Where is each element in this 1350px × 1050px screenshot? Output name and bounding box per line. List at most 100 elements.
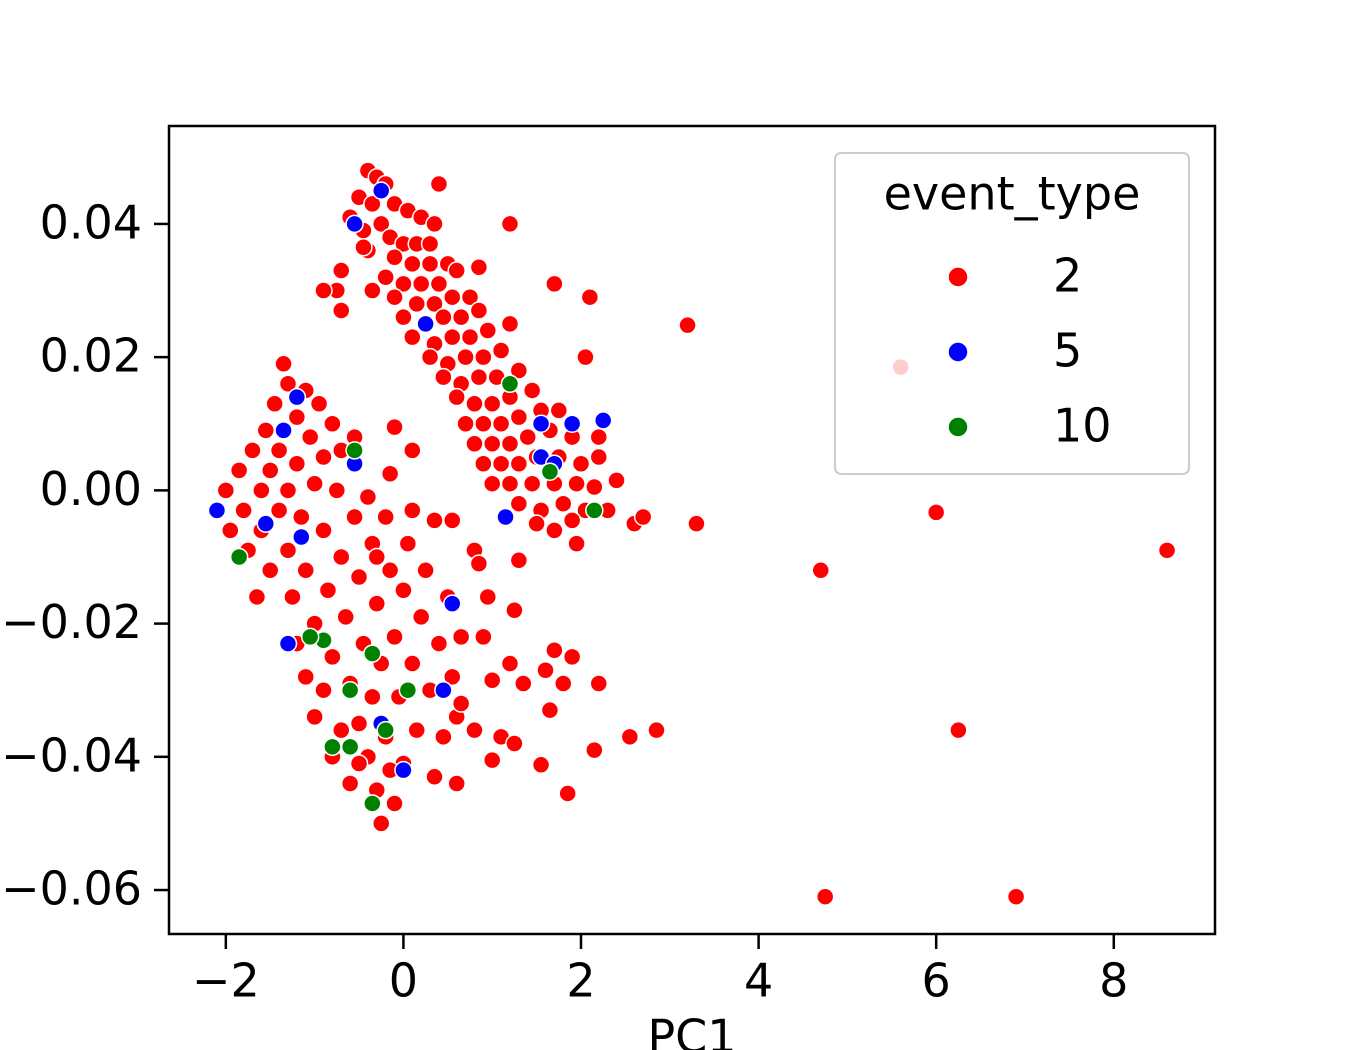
plot-area: [207, 161, 1177, 906]
point: [323, 414, 342, 434]
y-tick-label: −0.04: [1, 728, 142, 782]
point: [443, 511, 462, 530]
point: [314, 680, 333, 700]
legend-marker: [947, 341, 969, 363]
point: [434, 367, 453, 387]
point: [585, 740, 604, 760]
point: [926, 503, 946, 522]
point: [376, 267, 395, 287]
point: [229, 547, 249, 567]
legend-title: event_type: [884, 167, 1141, 221]
point: [465, 434, 484, 453]
point: [403, 501, 422, 520]
point: [269, 501, 289, 520]
point: [585, 501, 604, 520]
point: [514, 674, 533, 693]
point: [500, 434, 520, 453]
point: [540, 462, 560, 481]
point: [815, 887, 835, 906]
point: [531, 414, 551, 434]
point: [522, 474, 542, 493]
point: [482, 474, 502, 493]
point: [447, 774, 466, 793]
point: [420, 254, 440, 274]
point: [278, 374, 298, 394]
point: [567, 474, 586, 493]
point: [567, 534, 586, 553]
point: [274, 421, 293, 440]
point: [363, 281, 382, 300]
point: [292, 507, 311, 527]
point: [363, 644, 382, 663]
point: [425, 214, 444, 234]
point: [314, 281, 333, 300]
point: [545, 521, 564, 540]
x-tick-label: 4: [744, 954, 773, 1008]
point: [371, 181, 391, 200]
point: [278, 541, 298, 560]
point: [296, 667, 315, 687]
point: [469, 301, 489, 320]
point: [345, 507, 364, 527]
point: [460, 287, 480, 307]
point: [558, 784, 577, 803]
point: [509, 494, 529, 513]
point: [545, 274, 564, 294]
point: [509, 407, 529, 427]
point: [443, 667, 462, 687]
point: [332, 261, 351, 280]
point: [407, 294, 426, 314]
point: [221, 521, 240, 540]
point: [292, 527, 311, 547]
point: [576, 347, 595, 367]
point: [385, 247, 404, 267]
point: [340, 774, 360, 793]
point: [349, 714, 369, 733]
point: [420, 234, 440, 254]
point: [549, 401, 569, 420]
point: [585, 477, 604, 497]
point: [260, 561, 280, 580]
point: [469, 367, 489, 387]
point: [371, 814, 391, 833]
point: [500, 214, 520, 234]
point: [314, 447, 333, 467]
point: [420, 347, 440, 367]
point: [336, 607, 355, 627]
point: [465, 394, 484, 414]
point: [647, 720, 666, 740]
point: [633, 507, 653, 527]
point: [367, 594, 387, 613]
point: [678, 315, 697, 335]
point: [580, 287, 600, 307]
point: [811, 561, 831, 580]
point: [416, 561, 435, 580]
point: [491, 454, 511, 473]
point: [482, 434, 502, 453]
point: [363, 194, 382, 214]
x-tick-label: 2: [566, 954, 595, 1008]
point: [482, 670, 502, 690]
point: [429, 274, 449, 294]
point: [345, 214, 364, 234]
point: [496, 507, 515, 527]
point: [411, 274, 431, 294]
point: [593, 411, 613, 430]
point: [332, 547, 351, 567]
point: [505, 734, 524, 753]
point: [300, 627, 320, 647]
point: [394, 581, 413, 600]
point: [451, 627, 471, 647]
point: [545, 640, 564, 660]
x-axis-label: PC1: [647, 1010, 736, 1050]
point: [274, 354, 293, 374]
point: [474, 454, 493, 473]
point: [398, 534, 418, 553]
y-tick-label: −0.02: [1, 595, 142, 649]
point: [429, 174, 449, 194]
point: [1157, 541, 1177, 560]
point: [411, 607, 431, 627]
point: [287, 387, 307, 407]
point: [443, 287, 462, 307]
point: [278, 481, 298, 500]
